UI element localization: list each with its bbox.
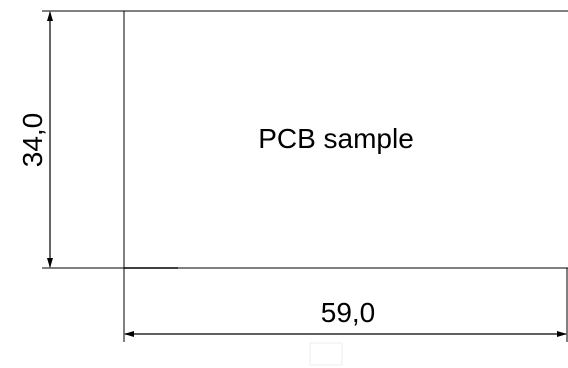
extension-lines xyxy=(42,10,568,342)
width-dimension-label: 59,0 xyxy=(321,297,376,328)
pcb-outline xyxy=(123,10,568,269)
faint-placeholder-box xyxy=(309,342,343,366)
pcb-label: PCB sample xyxy=(258,123,414,154)
height-dimension-label: 34,0 xyxy=(17,113,48,168)
